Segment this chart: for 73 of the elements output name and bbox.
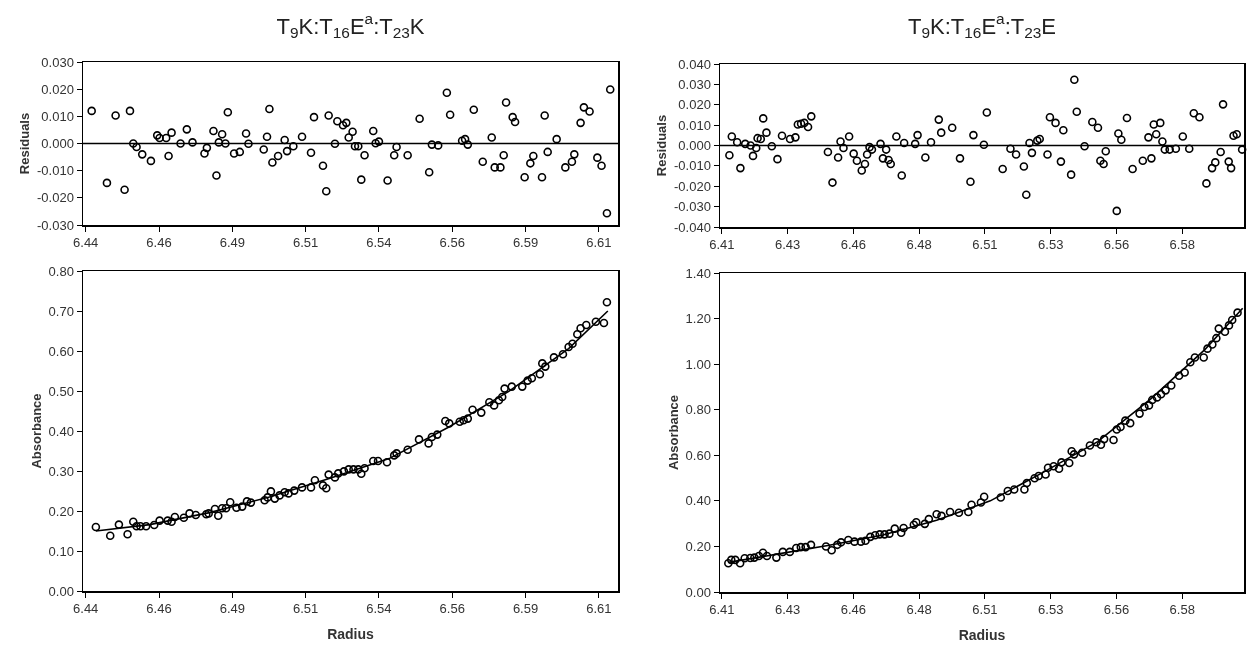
y-tick-label: -0.020 xyxy=(37,190,74,206)
x-tick-label: 6.51 xyxy=(972,237,998,253)
x-tick-label: 6.56 xyxy=(1103,237,1130,253)
x-tick-label: 6.44 xyxy=(73,235,99,251)
x-tick-label: 6.51 xyxy=(292,235,319,251)
x-tick-label: 6.56 xyxy=(1103,602,1130,618)
y-tick-label: 0.020 xyxy=(41,81,74,97)
y-tick-label: 1.00 xyxy=(685,356,711,372)
x-tick-label: 6.46 xyxy=(146,601,172,617)
x-tick-label: 6.41 xyxy=(709,237,735,253)
x-tick-label: 6.46 xyxy=(840,237,867,253)
x-tick-label: 6.56 xyxy=(439,235,465,251)
x-tick-label: 6.59 xyxy=(512,601,539,617)
chart-title: T$_{9}$K:T$_{16}$E$^{a}$:T$_{23}$E xyxy=(908,10,1056,42)
x-tick-label: 6.61 xyxy=(586,235,612,251)
y-tick-label: -0.020 xyxy=(674,178,711,194)
x-tick-label: 6.49 xyxy=(219,235,245,251)
y-tick-label: 0.80 xyxy=(685,402,711,418)
y-tick-label: 0.00 xyxy=(685,584,711,600)
x-tick-label: 6.56 xyxy=(439,601,465,617)
y-tick-label: 0.10 xyxy=(48,543,74,559)
y-tick-label: 0.030 xyxy=(41,54,74,70)
y-tick-label: 0.80 xyxy=(48,263,74,279)
y-tick-label: -0.010 xyxy=(674,158,711,174)
x-tick-label: 6.51 xyxy=(292,601,319,617)
y-tick-label: 0.30 xyxy=(48,463,74,479)
x-tick-label: 6.44 xyxy=(73,601,99,617)
y-tick-label: -0.010 xyxy=(37,163,74,179)
x-tick-label: 6.46 xyxy=(146,235,172,251)
y-tick-label: -0.030 xyxy=(37,217,74,233)
x-tick-label: 6.58 xyxy=(1169,237,1195,253)
y-tick-label: 0.60 xyxy=(685,447,711,463)
y-axis-title: Absorbance xyxy=(665,394,681,471)
y-axis-title: Residuals xyxy=(654,114,670,177)
y-tick-label: 0.40 xyxy=(685,493,711,509)
y-tick-label: 0.00 xyxy=(48,583,74,599)
y-tick-label: -0.040 xyxy=(674,219,711,235)
y-tick-label: -0.030 xyxy=(674,199,711,215)
x-tick-label: 6.53 xyxy=(1038,602,1064,618)
y-tick-label: 0.010 xyxy=(41,108,74,124)
y-tick-label: 0.20 xyxy=(48,503,74,519)
x-tick-label: 6.54 xyxy=(366,235,392,251)
y-tick-label: 0.030 xyxy=(678,76,711,92)
x-axis-title: Radius xyxy=(327,626,375,643)
x-tick-label: 6.41 xyxy=(709,602,735,618)
y-tick-label: 0.000 xyxy=(678,138,711,154)
y-tick-label: 0.040 xyxy=(678,56,711,72)
x-tick-label: 6.46 xyxy=(840,602,867,618)
y-tick-label: 1.20 xyxy=(685,311,711,327)
x-tick-label: 6.43 xyxy=(774,602,801,618)
y-tick-label: 0.20 xyxy=(685,538,711,554)
y-tick-label: 1.40 xyxy=(685,265,711,281)
x-tick-label: 6.59 xyxy=(512,235,539,251)
y-tick-label: 0.50 xyxy=(48,383,74,399)
y-tick-label: 0.40 xyxy=(48,423,74,439)
x-axis-title: Radius xyxy=(958,627,1006,644)
x-tick-label: 6.49 xyxy=(219,601,245,617)
x-tick-label: 6.61 xyxy=(586,601,612,617)
y-tick-label: 0.020 xyxy=(678,97,711,113)
x-tick-label: 6.48 xyxy=(906,237,932,253)
x-tick-label: 6.58 xyxy=(1169,602,1195,618)
y-tick-label: 0.70 xyxy=(48,303,74,319)
x-tick-label: 6.48 xyxy=(906,602,932,618)
x-tick-label: 6.54 xyxy=(366,601,392,617)
x-tick-label: 6.51 xyxy=(972,602,998,618)
x-tick-label: 6.43 xyxy=(774,237,801,253)
y-tick-label: 0.60 xyxy=(48,343,74,359)
y-tick-label: 0.000 xyxy=(41,136,74,152)
y-axis-title: Residuals xyxy=(17,112,33,175)
y-tick-label: 0.010 xyxy=(678,117,711,133)
x-tick-label: 6.53 xyxy=(1038,237,1064,253)
chart-title: T$_{9}$K:T$_{16}$E$^{a}$:T$_{23}$K xyxy=(276,10,425,42)
y-axis-title: Absorbance xyxy=(28,393,44,469)
